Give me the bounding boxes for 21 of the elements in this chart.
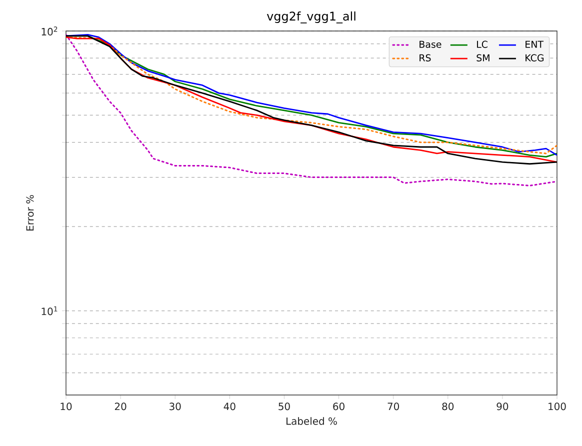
x-tick-label: 100	[548, 402, 566, 410]
x-tick-label: 30	[170, 402, 181, 410]
x-tick-label: 50	[278, 402, 290, 410]
chart-title: vgg2f_vgg1_all	[266, 11, 356, 24]
x-tick-label: 60	[333, 402, 344, 410]
x-axis-title: Labeled %	[286, 417, 337, 425]
x-tick-label: 40	[224, 402, 236, 410]
y-tick-label: 10$^{1}$	[42, 306, 58, 316]
x-tick-label: 10	[60, 402, 72, 410]
legend-label: RS	[420, 54, 431, 62]
x-tick-label: 90	[496, 402, 508, 410]
legend-label: LC	[477, 40, 488, 48]
legend-label: ENT	[526, 40, 544, 48]
legend-label: Base	[420, 40, 442, 48]
x-tick-label: 20	[114, 402, 126, 410]
x-tick-label: 70	[388, 402, 400, 410]
y-axis-title: Error %	[26, 195, 34, 230]
legend-label: SM	[476, 54, 490, 62]
legend-label: KCG	[526, 54, 544, 62]
y-tick-label: 10$^{2}$	[42, 26, 58, 36]
x-tick-label: 80	[442, 402, 454, 410]
